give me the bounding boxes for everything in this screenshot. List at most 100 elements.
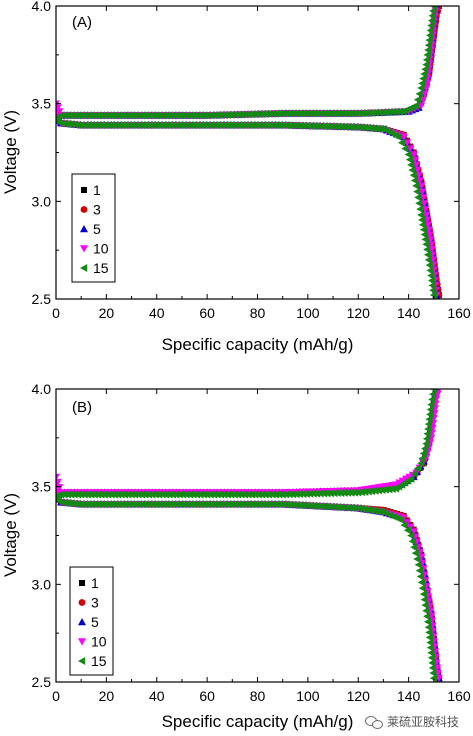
data-point-charge (422, 434, 431, 443)
legend-label: 1 (93, 182, 101, 198)
x-tick-label: 100 (296, 305, 320, 321)
data-point-discharge (326, 502, 334, 511)
data-point-discharge (376, 507, 384, 516)
data-point-charge (361, 487, 369, 496)
data-point-discharge (401, 144, 409, 153)
legend-marker (78, 638, 86, 646)
data-point-discharge (302, 501, 310, 510)
data-point-discharge (424, 255, 432, 264)
legend-marker (81, 187, 87, 193)
legend-label: 10 (91, 634, 107, 650)
data-point-charge (426, 405, 434, 414)
data-point-discharge (429, 291, 438, 299)
x-tick-label: 0 (52, 688, 60, 704)
data-point-charge (426, 26, 434, 35)
data-point-discharge (369, 506, 378, 515)
data-point-charge (422, 55, 431, 64)
data-point-discharge (403, 526, 411, 535)
x-tick-label: 140 (397, 305, 421, 321)
data-point-discharge (416, 205, 424, 214)
data-point-discharge (57, 119, 65, 128)
data-point-discharge (292, 500, 300, 509)
data-point-charge (427, 21, 435, 30)
data-point-discharge (408, 537, 416, 546)
data-point-discharge (417, 211, 425, 220)
data-point-discharge (428, 658, 436, 667)
data-point-charge (417, 84, 425, 93)
data-point-discharge (421, 235, 429, 244)
data-point-charge (436, 389, 442, 393)
data-point-discharge (295, 501, 304, 510)
data-point-charge (410, 469, 418, 478)
data-point-discharge (416, 572, 424, 581)
y-tick-label: 2.5 (32, 291, 52, 307)
data-point-discharge (426, 266, 434, 275)
data-point-charge (425, 36, 433, 45)
data-point-discharge (428, 663, 437, 672)
data-point-discharge (278, 500, 286, 509)
y-tick-label: 3.0 (32, 193, 52, 209)
data-point-charge (375, 108, 383, 117)
data-point-discharge (288, 500, 297, 509)
data-point-discharge (407, 531, 415, 540)
data-point-discharge (422, 240, 430, 249)
data-point-charge (396, 107, 404, 116)
x-tick-label: 60 (199, 688, 215, 704)
data-point-charge (357, 109, 365, 118)
x-tick-label: 120 (347, 688, 371, 704)
data-point-discharge (67, 499, 75, 508)
data-point-discharge (316, 502, 324, 511)
series-15 (56, 6, 438, 299)
data-point-charge (378, 108, 386, 117)
data-point-discharge (422, 606, 430, 615)
data-point-discharge (420, 595, 428, 604)
panel-a-marks (56, 6, 443, 299)
y-tick-label: 4.0 (32, 381, 52, 397)
data-point-discharge (427, 653, 435, 662)
legend-label: 5 (91, 614, 99, 630)
x-tick-label: 160 (447, 305, 471, 321)
data-point-charge (418, 79, 426, 88)
data-point-charge (392, 107, 400, 116)
data-point-discharge (414, 560, 422, 569)
data-point-charge (422, 439, 430, 448)
data-point-discharge (73, 120, 82, 129)
x-tick-label: 80 (250, 305, 266, 321)
y-tick-label: 3.5 (32, 479, 52, 495)
data-point-charge (428, 390, 437, 399)
data-point-discharge (425, 261, 433, 270)
data-point-charge (428, 11, 436, 20)
data-point-charge (423, 429, 431, 438)
data-point-discharge (57, 498, 65, 507)
data-point-charge (385, 108, 393, 117)
data-point-discharge (397, 138, 406, 147)
data-point-charge (361, 109, 369, 118)
data-point-discharge (373, 507, 381, 516)
legend-marker (80, 245, 88, 253)
data-point-charge (364, 108, 372, 117)
data-point-discharge (427, 276, 436, 285)
x-tick-label: 0 (52, 305, 60, 321)
data-point-discharge (407, 160, 415, 169)
data-point-discharge (410, 176, 419, 185)
data-point-discharge (405, 155, 414, 164)
panel-b-plot-frame (55, 388, 460, 683)
data-point-discharge (424, 623, 432, 632)
data-point-charge (381, 485, 389, 494)
data-point-discharge (60, 119, 68, 128)
data-point-charge (354, 109, 362, 118)
legend-marker (78, 599, 86, 606)
data-point-charge (429, 6, 438, 10)
data-point-charge (413, 95, 422, 104)
legend-marker (78, 657, 86, 665)
data-point-charge (413, 464, 422, 473)
data-point-charge (412, 101, 420, 110)
data-point-discharge (366, 506, 375, 515)
x-tick-label: 160 (447, 688, 471, 704)
data-point-discharge (425, 628, 433, 637)
data-point-discharge (426, 643, 434, 652)
data-point-discharge (420, 230, 428, 239)
data-point-charge (424, 420, 432, 429)
data-point-discharge (418, 215, 426, 224)
legend-marker (80, 264, 88, 272)
